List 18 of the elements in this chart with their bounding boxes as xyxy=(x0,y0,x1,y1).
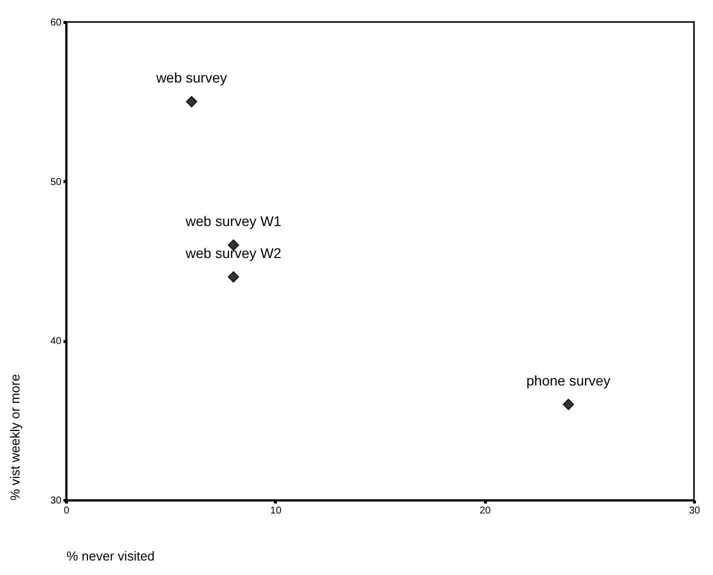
y-tick-label: 50 xyxy=(50,176,62,188)
y-tick-label: 60 xyxy=(50,18,62,28)
x-tick-label: 0 xyxy=(64,506,70,516)
x-tick-label: 10 xyxy=(270,506,282,516)
point xyxy=(228,271,240,283)
x-tick-label: 30 xyxy=(688,506,700,516)
annotation: web survey W1 xyxy=(184,213,282,230)
point xyxy=(228,239,240,251)
annotation: web survey W2 xyxy=(184,244,282,261)
point xyxy=(186,96,198,108)
x-tick-label: 20 xyxy=(480,506,492,516)
annotation: phone survey xyxy=(526,372,610,388)
annotation: web survey xyxy=(155,70,228,86)
y-axis-title: % vist weekly or more xyxy=(7,374,22,500)
y-tick-label: 30 xyxy=(50,496,62,506)
point xyxy=(562,398,574,410)
x-axis-title: % never visited xyxy=(66,548,155,564)
y-tick-label: 40 xyxy=(50,336,62,348)
